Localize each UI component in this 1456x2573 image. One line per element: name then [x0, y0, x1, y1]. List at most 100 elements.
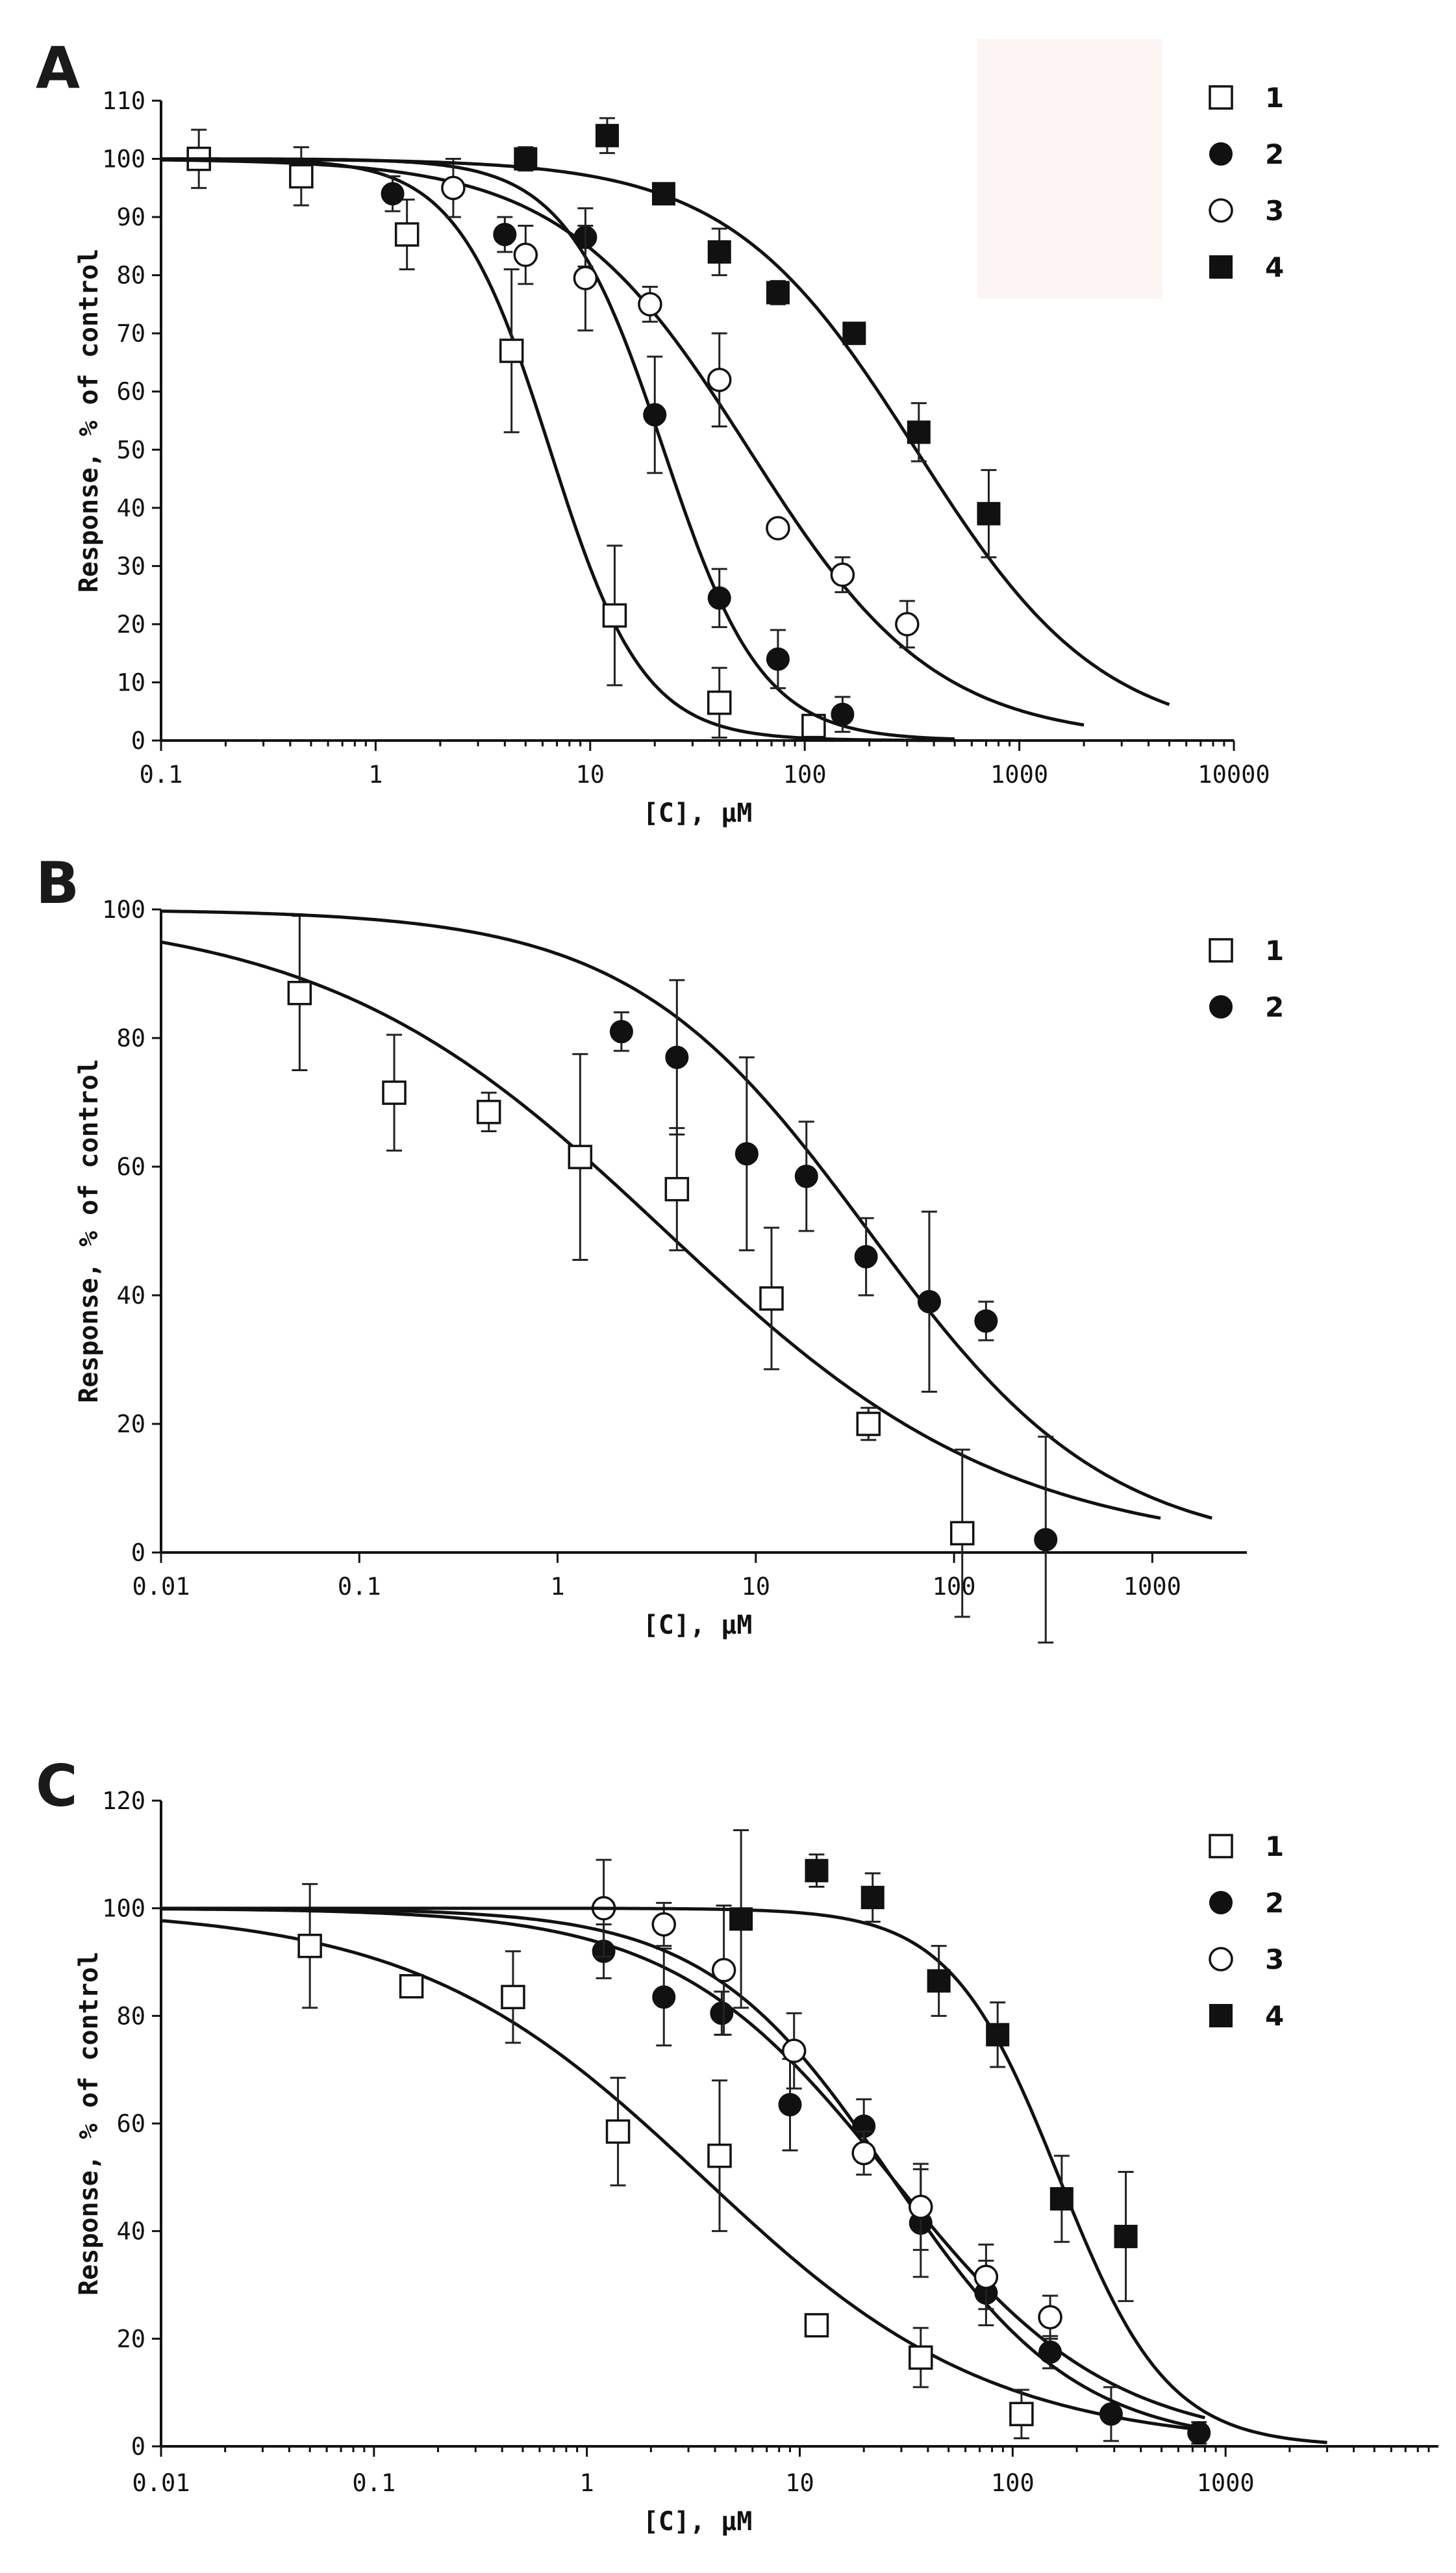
data-point-a-1	[394, 222, 420, 247]
data-point-c-1	[707, 2143, 732, 2168]
x-tick-label-b: 1	[550, 1573, 564, 1601]
legend-marker-b-2	[1209, 995, 1233, 1019]
y-tick-label-c: 60	[116, 2110, 145, 2138]
data-point-a-2	[707, 586, 731, 610]
y-tick-label-a: 0	[131, 727, 145, 755]
data-point-c-3	[651, 1912, 677, 1937]
y-axis-title-c: Response, % of control	[74, 1951, 104, 2296]
data-point-a-3	[830, 563, 855, 587]
fit-curve-a-1	[161, 157, 955, 742]
fit-curve-c-1	[160, 1919, 1205, 2432]
series-b-1	[160, 915, 1161, 1618]
data-point-a-3	[766, 516, 790, 540]
y-tick-label-a: 90	[116, 203, 145, 231]
data-point-b-2	[734, 1142, 759, 1166]
y-tick-label-a: 20	[116, 611, 145, 639]
series-a-3	[161, 158, 1085, 727]
x-tick-label-c: 0.01	[132, 2469, 190, 2497]
data-point-c-3	[851, 2140, 876, 2166]
x-tick-label-c: 100	[991, 2469, 1035, 2497]
legend-marker-c-3	[1209, 1947, 1233, 1971]
legend-marker-c-1	[1209, 1834, 1233, 1858]
data-point-a-3	[513, 242, 538, 268]
data-point-b-1	[759, 1286, 784, 1311]
y-tick-label-a: 100	[102, 146, 145, 173]
legend-marker-a-4	[1209, 255, 1233, 279]
data-point-a-4	[514, 147, 538, 171]
y-tick-label-b: 40	[116, 1282, 145, 1310]
x-tick-label-c: 1	[580, 2469, 594, 2497]
chart-panel-b: B 0 20 40 60 80 100 0.01 0.1 1 10 100 1000 [C], μM Res…	[36, 850, 1284, 1644]
data-point-a-2	[381, 182, 405, 206]
y-axis-title-b: Response, % of control	[74, 1059, 104, 1403]
x-tick-label-c: 10	[785, 2469, 814, 2497]
x-axis-title-b: [C], μM	[643, 1610, 753, 1640]
legend-marker-c-4	[1209, 2004, 1233, 2027]
x-tick-label-a: 100	[783, 761, 827, 789]
y-tick-label-a: 50	[116, 436, 145, 464]
data-point-c-3	[973, 2264, 999, 2289]
fit-curve-b-1	[160, 940, 1161, 1520]
data-point-c-1	[297, 1933, 322, 1958]
panel-a-highlight-box	[977, 39, 1162, 299]
x-tick-label-b: 100	[933, 1573, 976, 1601]
data-point-b-1	[949, 1521, 975, 1546]
y-tick-label-c: 100	[102, 1895, 145, 1923]
legend-label-a-3: 3	[1265, 195, 1284, 227]
legend-label-b-2: 2	[1265, 991, 1284, 1023]
y-tick-label-a: 80	[116, 262, 145, 290]
series-b-2	[160, 909, 1212, 1644]
data-point-c-3	[1038, 2305, 1062, 2329]
x-tick-label-c: 1000	[1197, 2469, 1255, 2497]
data-point-c-4	[1049, 2186, 1073, 2211]
x-tick-label-c: 0.1	[352, 2469, 395, 2497]
data-point-a-3	[895, 612, 920, 637]
data-point-b-2	[1034, 1528, 1058, 1552]
x-axis-title-a: [C], μM	[643, 798, 753, 828]
data-point-c-4	[805, 1858, 829, 1882]
legend-label-a-4: 4	[1265, 251, 1284, 283]
legend-entry-c-1: 1	[1209, 1831, 1284, 1862]
legend-entry-a-3: 3	[1209, 195, 1284, 227]
x-tick-label-a: 10000	[1198, 761, 1270, 789]
data-point-c-2	[1099, 2402, 1123, 2426]
data-point-a-4	[977, 501, 1001, 526]
y-tick-label-b: 20	[116, 1410, 145, 1438]
data-point-c-1	[804, 2313, 829, 2338]
fit-curve-c-2	[161, 1907, 1206, 2420]
data-point-b-1	[382, 1080, 407, 1105]
legend-entry-b-1: 1	[1209, 935, 1284, 967]
legend-marker-c-2	[1209, 1891, 1233, 1914]
data-point-a-3	[441, 175, 466, 201]
data-point-a-4	[595, 123, 619, 147]
data-point-c-4	[1114, 2224, 1138, 2248]
panel-letter-a: A	[36, 34, 80, 101]
y-axis-title-a: Response, % of control	[74, 249, 104, 593]
x-tick-label-b: 0.1	[338, 1573, 381, 1601]
y-tick-label-c: 20	[116, 2325, 145, 2353]
data-point-b-2	[917, 1289, 941, 1313]
data-point-a-3	[707, 368, 732, 392]
panel-letter-b: B	[36, 850, 79, 917]
data-point-b-2	[794, 1164, 818, 1188]
x-tick-label-a: 0.1	[140, 761, 183, 789]
data-point-c-3	[711, 1958, 736, 1983]
y-tick-label-b: 60	[116, 1153, 145, 1181]
x-axis-title-c: [C], μM	[643, 2507, 753, 2537]
series-a-1	[161, 129, 955, 742]
legend-entry-a-2: 2	[1209, 138, 1284, 170]
data-point-a-2	[643, 403, 667, 427]
legend-label-c-3: 3	[1265, 1944, 1284, 1975]
data-point-c-1	[605, 2119, 631, 2144]
y-tick-label-c: 120	[102, 1787, 145, 1815]
y-tick-label-a: 10	[116, 668, 145, 696]
data-point-c-2	[652, 1985, 676, 2009]
data-point-b-2	[854, 1245, 878, 1269]
data-point-c-1	[909, 2345, 933, 2370]
series-c-4	[161, 1829, 1327, 2444]
data-point-a-4	[651, 182, 675, 206]
legend-entry-a-4: 4	[1209, 251, 1284, 283]
